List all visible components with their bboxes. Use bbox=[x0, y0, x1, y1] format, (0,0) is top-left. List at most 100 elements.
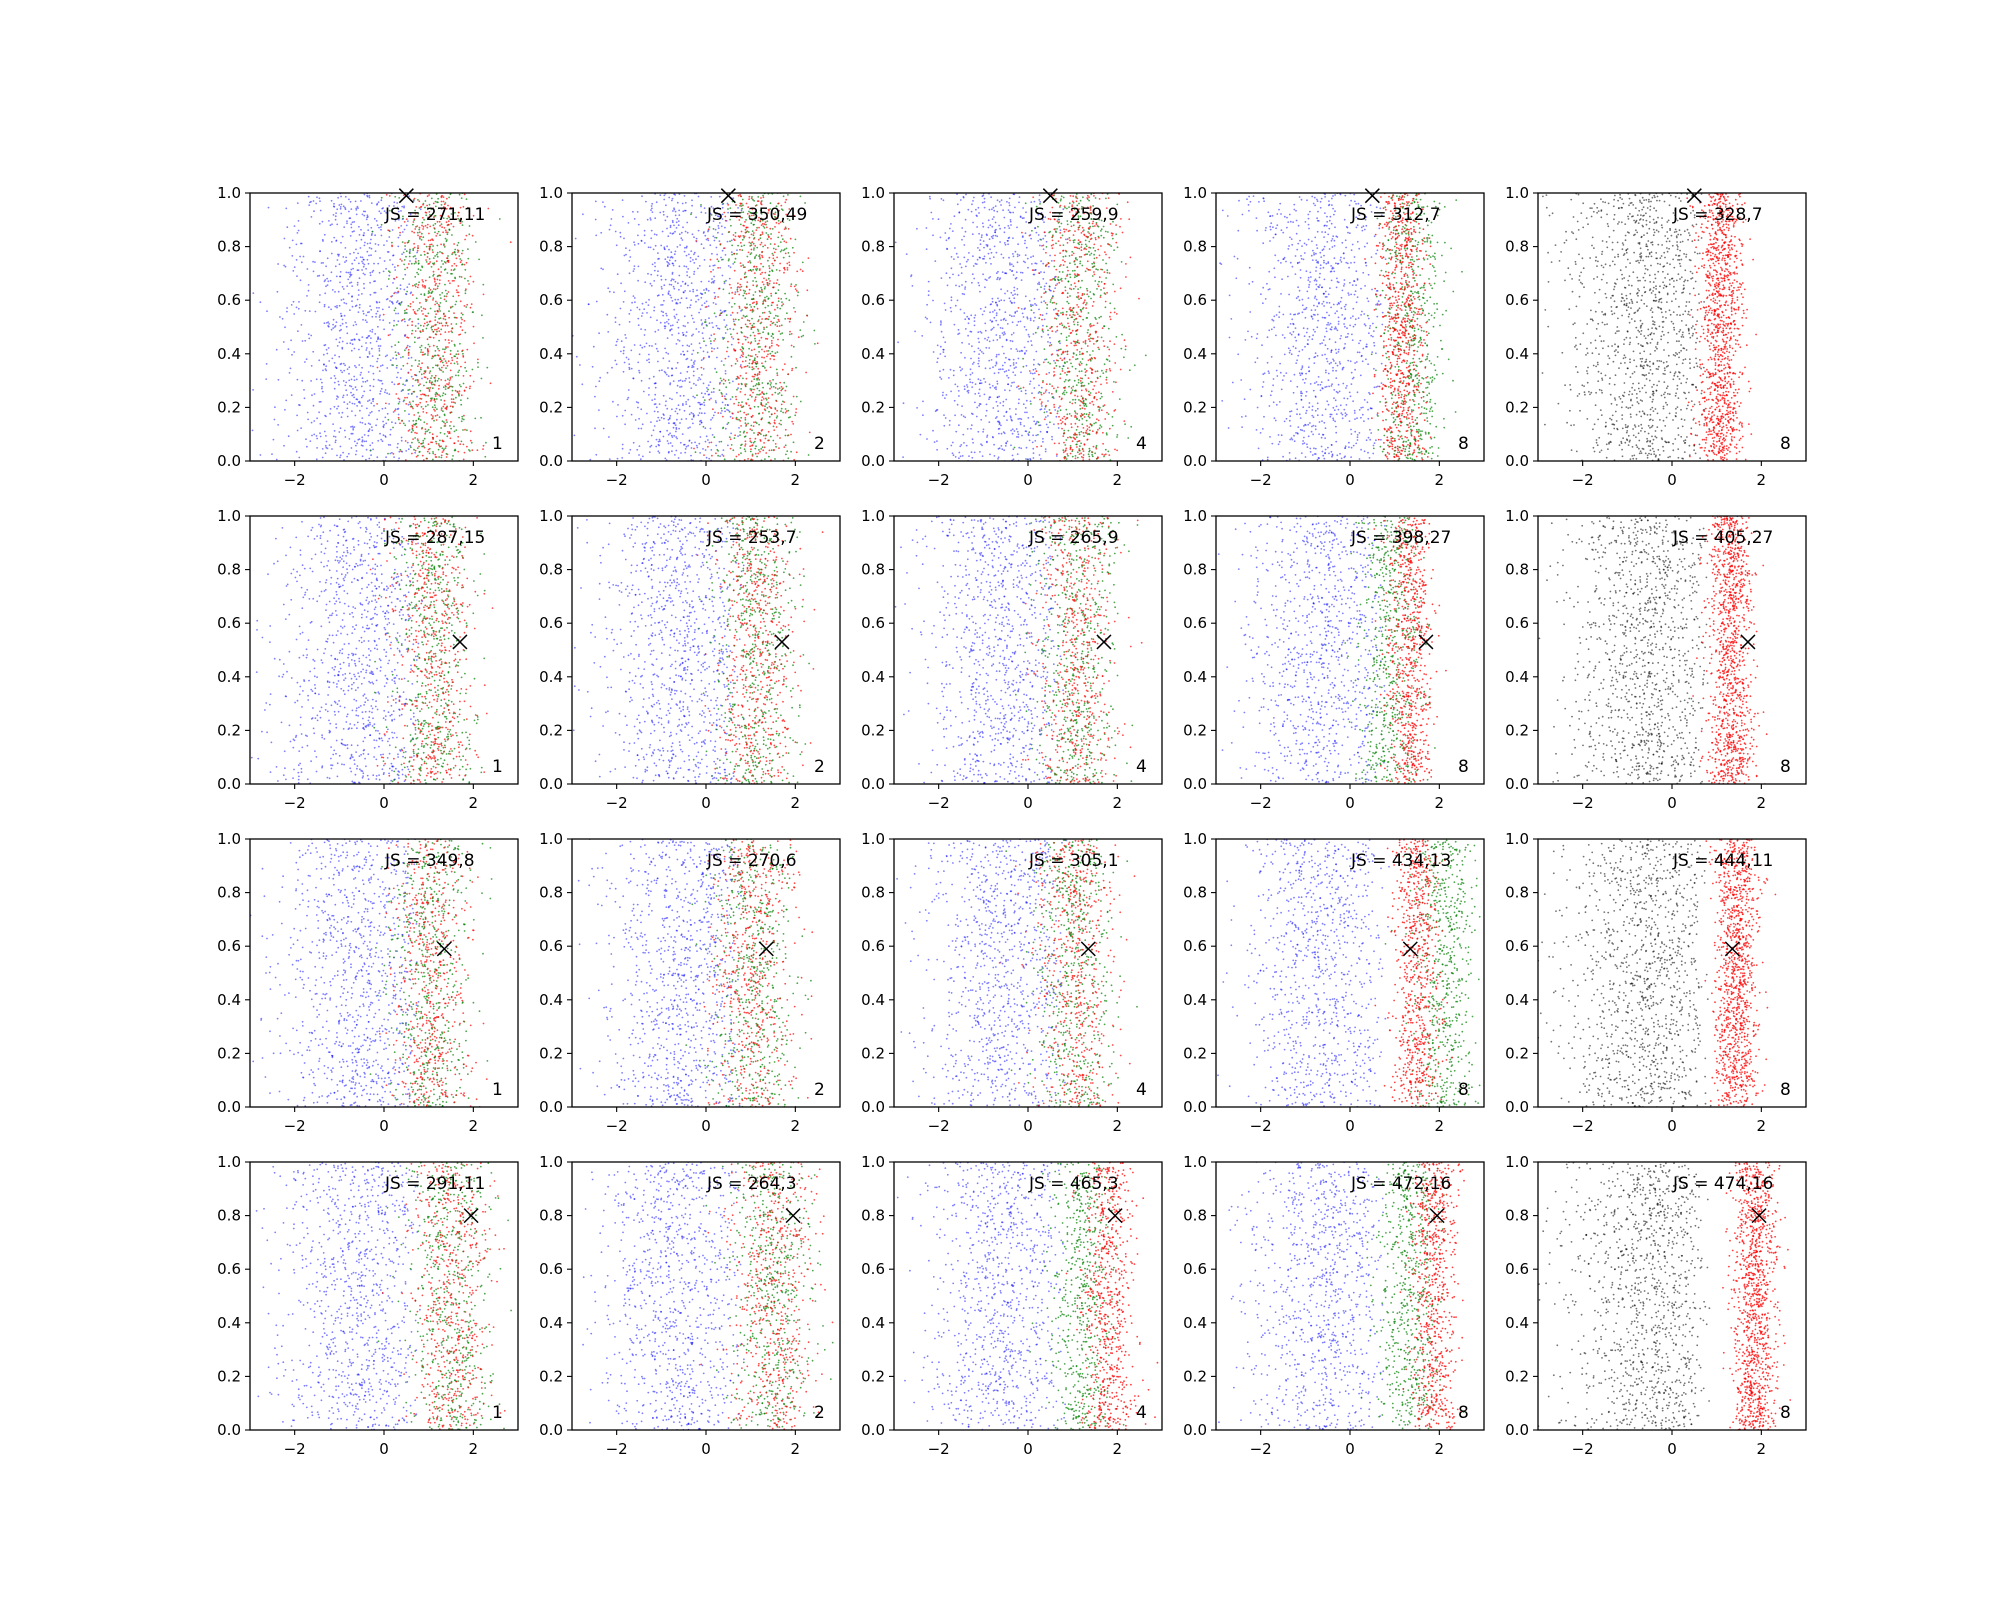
scatter-point bbox=[299, 242, 302, 245]
scatter-point bbox=[275, 348, 278, 351]
scatter-point bbox=[1045, 410, 1048, 413]
scatter-point bbox=[656, 319, 658, 322]
scatter-point bbox=[759, 440, 762, 442]
scatter-point bbox=[952, 374, 955, 377]
scatter-point bbox=[332, 423, 334, 425]
scatter-point bbox=[637, 324, 640, 326]
scatter-point bbox=[964, 218, 967, 221]
scatter-point bbox=[697, 255, 700, 258]
scatter-point bbox=[721, 233, 724, 236]
scatter-point bbox=[394, 408, 397, 411]
scatter-point bbox=[737, 341, 740, 344]
scatter-point bbox=[380, 438, 383, 441]
scatter-point bbox=[735, 395, 737, 398]
scatter-point bbox=[674, 454, 676, 456]
scatter-point bbox=[480, 377, 483, 380]
scatter-point bbox=[767, 284, 769, 287]
scatter-point bbox=[379, 365, 382, 367]
scatter-point bbox=[419, 383, 421, 385]
scatter-point bbox=[745, 293, 748, 295]
scatter-point bbox=[1069, 276, 1072, 279]
scatter-point bbox=[724, 397, 726, 400]
scatter-point bbox=[671, 219, 674, 222]
scatter-point bbox=[436, 414, 439, 416]
scatter-point bbox=[710, 270, 712, 273]
scatter-point bbox=[416, 405, 419, 408]
scatter-point bbox=[427, 394, 430, 397]
scatter-point bbox=[925, 227, 928, 229]
scatter-point bbox=[683, 195, 686, 197]
scatter-point bbox=[732, 197, 735, 200]
scatter-point bbox=[1007, 383, 1009, 386]
scatter-point bbox=[779, 437, 781, 439]
scatter-point bbox=[776, 372, 779, 374]
scatter-point bbox=[972, 441, 974, 444]
scatter-point bbox=[967, 317, 970, 320]
scatter-point bbox=[754, 204, 757, 207]
scatter-point bbox=[288, 246, 291, 249]
scatter-point bbox=[414, 359, 417, 362]
scatter-point bbox=[355, 207, 358, 210]
scatter-point bbox=[421, 224, 423, 227]
scatter-point bbox=[721, 249, 724, 252]
scatter-point bbox=[427, 443, 430, 446]
scatter-point bbox=[358, 225, 360, 228]
scatter-point bbox=[953, 323, 956, 326]
scatter-point bbox=[752, 441, 755, 444]
scatter-point bbox=[749, 261, 752, 264]
scatter-point bbox=[671, 374, 674, 377]
scatter-point bbox=[464, 331, 467, 334]
scatter-point bbox=[450, 269, 453, 271]
scatter-point bbox=[482, 283, 485, 286]
scatter-point bbox=[663, 198, 666, 201]
scatter-point bbox=[403, 206, 405, 209]
scatter-point bbox=[653, 410, 656, 413]
scatter-point bbox=[410, 375, 413, 378]
scatter-point bbox=[737, 207, 739, 209]
scatter-point bbox=[377, 345, 380, 347]
scatter-point bbox=[319, 294, 321, 296]
scatter-point bbox=[360, 238, 363, 241]
scatter-point bbox=[607, 287, 610, 290]
scatter-point bbox=[637, 265, 640, 268]
scatter-point bbox=[680, 237, 683, 240]
scatter-point bbox=[450, 427, 452, 430]
scatter-point bbox=[417, 381, 419, 383]
scatter-point bbox=[716, 258, 719, 261]
scatter-point bbox=[366, 214, 369, 217]
scatter-point bbox=[404, 248, 406, 251]
scatter-point bbox=[1002, 400, 1005, 403]
scatter-point bbox=[465, 370, 468, 372]
scatter-point bbox=[737, 404, 740, 407]
scatter-point bbox=[444, 318, 447, 321]
scatter-point bbox=[723, 282, 726, 285]
scatter-point bbox=[667, 293, 670, 295]
scatter-point bbox=[952, 454, 955, 457]
scatter-point bbox=[764, 437, 767, 440]
scatter-point bbox=[752, 242, 755, 245]
scatter-point bbox=[400, 439, 403, 442]
scatter-point bbox=[980, 418, 983, 421]
scatter-point bbox=[767, 277, 770, 280]
scatter-point bbox=[595, 453, 598, 456]
scatter-point bbox=[761, 254, 763, 257]
scatter-point bbox=[592, 345, 595, 348]
scatter-point bbox=[682, 226, 684, 229]
scatter-point bbox=[365, 458, 367, 461]
scatter-point bbox=[614, 316, 617, 319]
scatter-point bbox=[457, 371, 460, 373]
scatter-point bbox=[1024, 407, 1027, 409]
scatter-point bbox=[944, 397, 946, 399]
scatter-point bbox=[727, 409, 730, 412]
scatter-point bbox=[999, 227, 1001, 230]
scatter-point bbox=[428, 247, 431, 249]
scatter-point bbox=[1009, 220, 1012, 223]
scatter-point bbox=[738, 453, 740, 456]
scatter-point bbox=[442, 231, 444, 234]
scatter-point bbox=[932, 218, 934, 220]
scatter-point bbox=[690, 411, 693, 414]
scatter-point bbox=[735, 455, 738, 458]
scatter-point bbox=[650, 205, 653, 207]
scatter-point bbox=[426, 423, 428, 425]
scatter-point bbox=[777, 236, 780, 239]
